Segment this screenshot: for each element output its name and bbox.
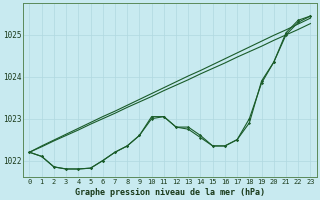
X-axis label: Graphe pression niveau de la mer (hPa): Graphe pression niveau de la mer (hPa) xyxy=(75,188,265,197)
